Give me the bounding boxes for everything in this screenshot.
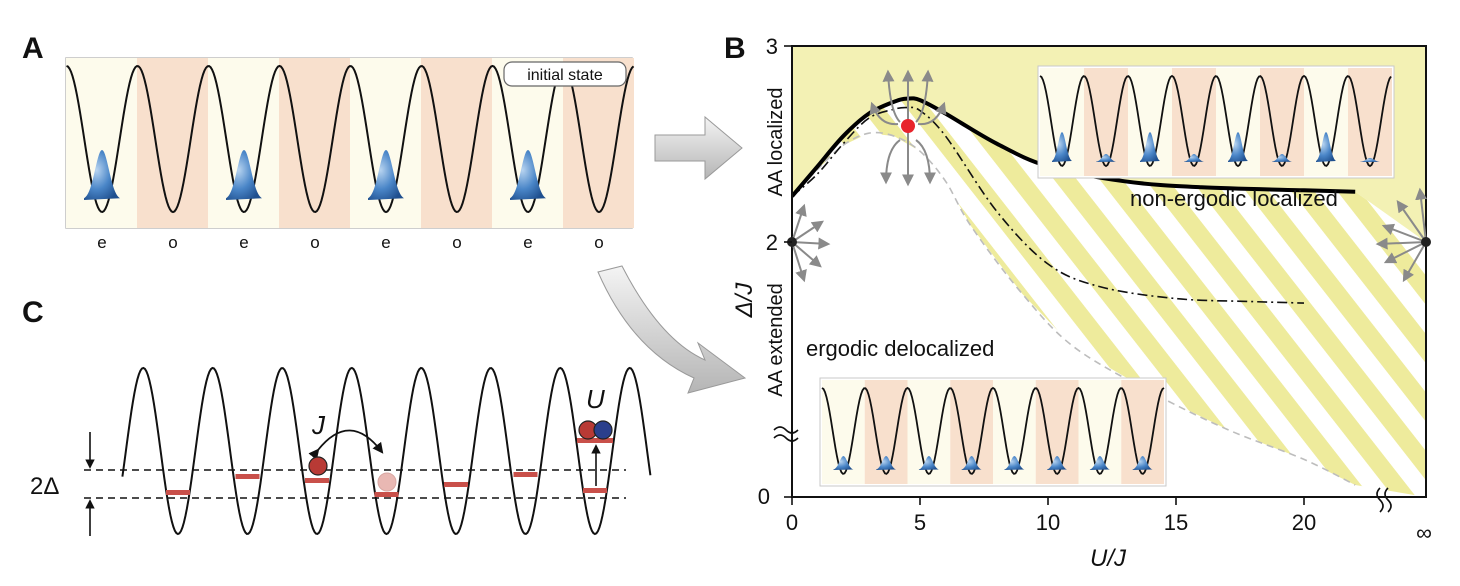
aa-localized-label: AA localized [765,88,787,197]
y-tick-2: 2 [766,230,778,255]
atom-wavepacket [1316,132,1336,162]
atom-wavepacket [1089,456,1110,470]
inset-localized [1037,65,1395,179]
panel-b-label: B [724,32,746,65]
hopping-label: J [311,410,326,440]
atom-wavepacket [1096,154,1116,162]
site-label: o [310,233,319,252]
atom-wavepacket [1004,456,1025,470]
aa-extended-label: AA extended [765,283,787,396]
interaction-label: U [586,384,605,414]
energy-level [235,474,260,479]
energy-level [374,492,399,497]
energy-level [583,488,607,493]
intermediate-line [792,106,1305,304]
atom-wavepacket [961,456,982,470]
hopping-arrow-icon [308,429,384,461]
atom-wavepacket [1132,456,1153,470]
y-axis-label: Δ/J [731,282,758,319]
crossover-region [792,98,1426,497]
x-tick-infinity: ∞ [1416,520,1432,545]
atom-wavepacket [876,456,897,470]
y-tick-0: 0 [758,484,770,509]
x-axis-label: U/J [1090,545,1127,572]
x-tick-5: 5 [914,510,926,535]
energy-level [513,472,538,477]
atom-wavepacket [368,150,404,200]
arrow-to-localized-icon [654,115,743,181]
atom-wavepacket [1052,132,1072,162]
site-label: e [381,233,390,252]
infinite-u-point [1421,237,1431,247]
site-label: e [523,233,532,252]
atom-wavepacket [1228,132,1248,162]
phase-diagram: non-ergodic localized ergodic delocalize… [731,34,1432,572]
site-label: o [452,233,461,252]
arrow-to-delocalized-icon [597,265,747,394]
atom-red [308,456,328,476]
atom-wavepacket [1184,154,1204,162]
panel-a-label: A [22,32,44,65]
y-tick-3: 3 [766,34,778,59]
site-label: e [239,233,248,252]
inset-delocalized [819,377,1167,487]
x-tick-20: 20 [1292,510,1316,535]
initial-state-text: initial state [527,67,603,84]
site-label: e [97,233,106,252]
energy-level [305,478,329,483]
panel-c-label: C [22,296,44,329]
non-ergodic-localized-label: non-ergodic localized [1130,186,1338,211]
flow-arrows [791,69,1428,283]
site-label: o [594,233,603,252]
critical-point [901,119,915,133]
initial-state-badge [503,61,627,87]
atom-faded [377,472,397,492]
atom-wavepacket [918,456,939,470]
atom-wavepacket [1272,154,1292,162]
atom-wavepacket [510,150,546,200]
x-tick-15: 15 [1164,510,1188,535]
interaction-level [577,438,613,443]
x-axis-break [1376,487,1392,513]
panel-a-lattice: initial state e o e o e o e o [65,57,635,252]
atom-wavepacket [226,150,262,200]
atom-wavepacket [1047,456,1068,470]
x-tick-0: 0 [786,510,798,535]
atom-wavepacket [833,456,854,470]
gap-label: 2Δ [30,473,59,500]
energy-level [166,490,190,495]
y-axis-break [773,426,799,442]
atom-wavepacket [1140,132,1160,162]
energy-level [444,482,468,487]
x-tick-10: 10 [1036,510,1060,535]
atom-wavepacket [84,150,120,200]
extended-boundary-line [792,131,1356,486]
site-label: o [168,233,177,252]
ergodic-delocalized-label: ergodic delocalized [806,336,994,361]
plot-frame [791,45,1427,498]
panel-c-schematic: 2Δ J U [30,366,652,536]
atom-blue-pair [593,420,613,440]
atom-wavepacket [1360,158,1380,162]
